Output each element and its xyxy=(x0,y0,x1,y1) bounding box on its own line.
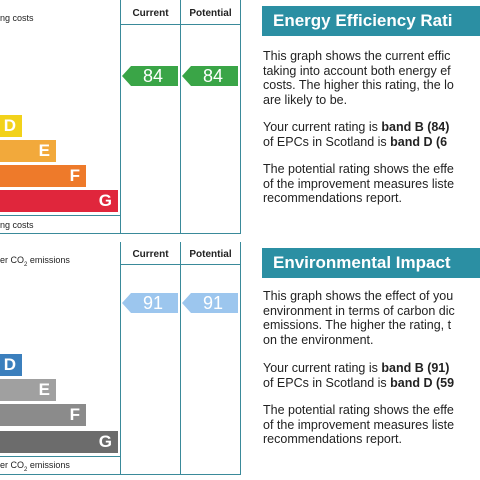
env-panel-current-rating: Your current rating is band B (91) of EP… xyxy=(263,361,455,390)
energy-band-d: D xyxy=(0,115,22,137)
energy-rating-chart: ng costs Current Potential 84 84 D E F G… xyxy=(0,0,242,240)
env-panel-title: Environmental Impact xyxy=(262,248,480,278)
env-chart-top-caption: er CO2 emissions xyxy=(0,255,70,268)
env-band-d: D xyxy=(0,354,22,376)
energy-panel-current-rating: Your current rating is band B (84) of EP… xyxy=(263,120,450,149)
env-band-g: G xyxy=(0,431,118,453)
energy-band-f: F xyxy=(0,165,86,187)
energy-current-arrow: 84 xyxy=(122,66,178,86)
environmental-impact-panel: Environmental Impact This graph shows th… xyxy=(262,240,480,480)
env-current-arrow: 91 xyxy=(122,293,178,313)
energy-chart-bottom-caption: ng costs xyxy=(0,220,34,230)
env-potential-header: Potential xyxy=(189,249,232,260)
env-band-f: F xyxy=(0,404,86,426)
energy-current-header: Current xyxy=(132,8,169,19)
energy-panel-title: Energy Efficiency Rati xyxy=(262,6,480,36)
env-panel-description: This graph shows the effect of you envir… xyxy=(263,289,455,347)
env-chart-bottom-caption: er CO2 emissions xyxy=(0,460,70,473)
energy-panel-potential-rating: The potential rating shows the effe of t… xyxy=(263,162,455,205)
energy-band-g: G xyxy=(0,190,118,212)
environmental-impact-chart: er CO2 emissions Current Potential 91 91… xyxy=(0,240,242,480)
energy-panel-description: This graph shows the current effic takin… xyxy=(263,49,454,107)
env-current-header: Current xyxy=(132,249,169,260)
energy-potential-header: Potential xyxy=(189,8,232,19)
env-potential-arrow: 91 xyxy=(182,293,238,313)
energy-band-e: E xyxy=(0,140,56,162)
env-band-e: E xyxy=(0,379,56,401)
energy-potential-arrow: 84 xyxy=(182,66,238,86)
energy-efficiency-panel: Energy Efficiency Rati This graph shows … xyxy=(262,0,480,240)
energy-chart-top-caption: ng costs xyxy=(0,13,34,23)
env-panel-potential-rating: The potential rating shows the effe of t… xyxy=(263,403,455,446)
